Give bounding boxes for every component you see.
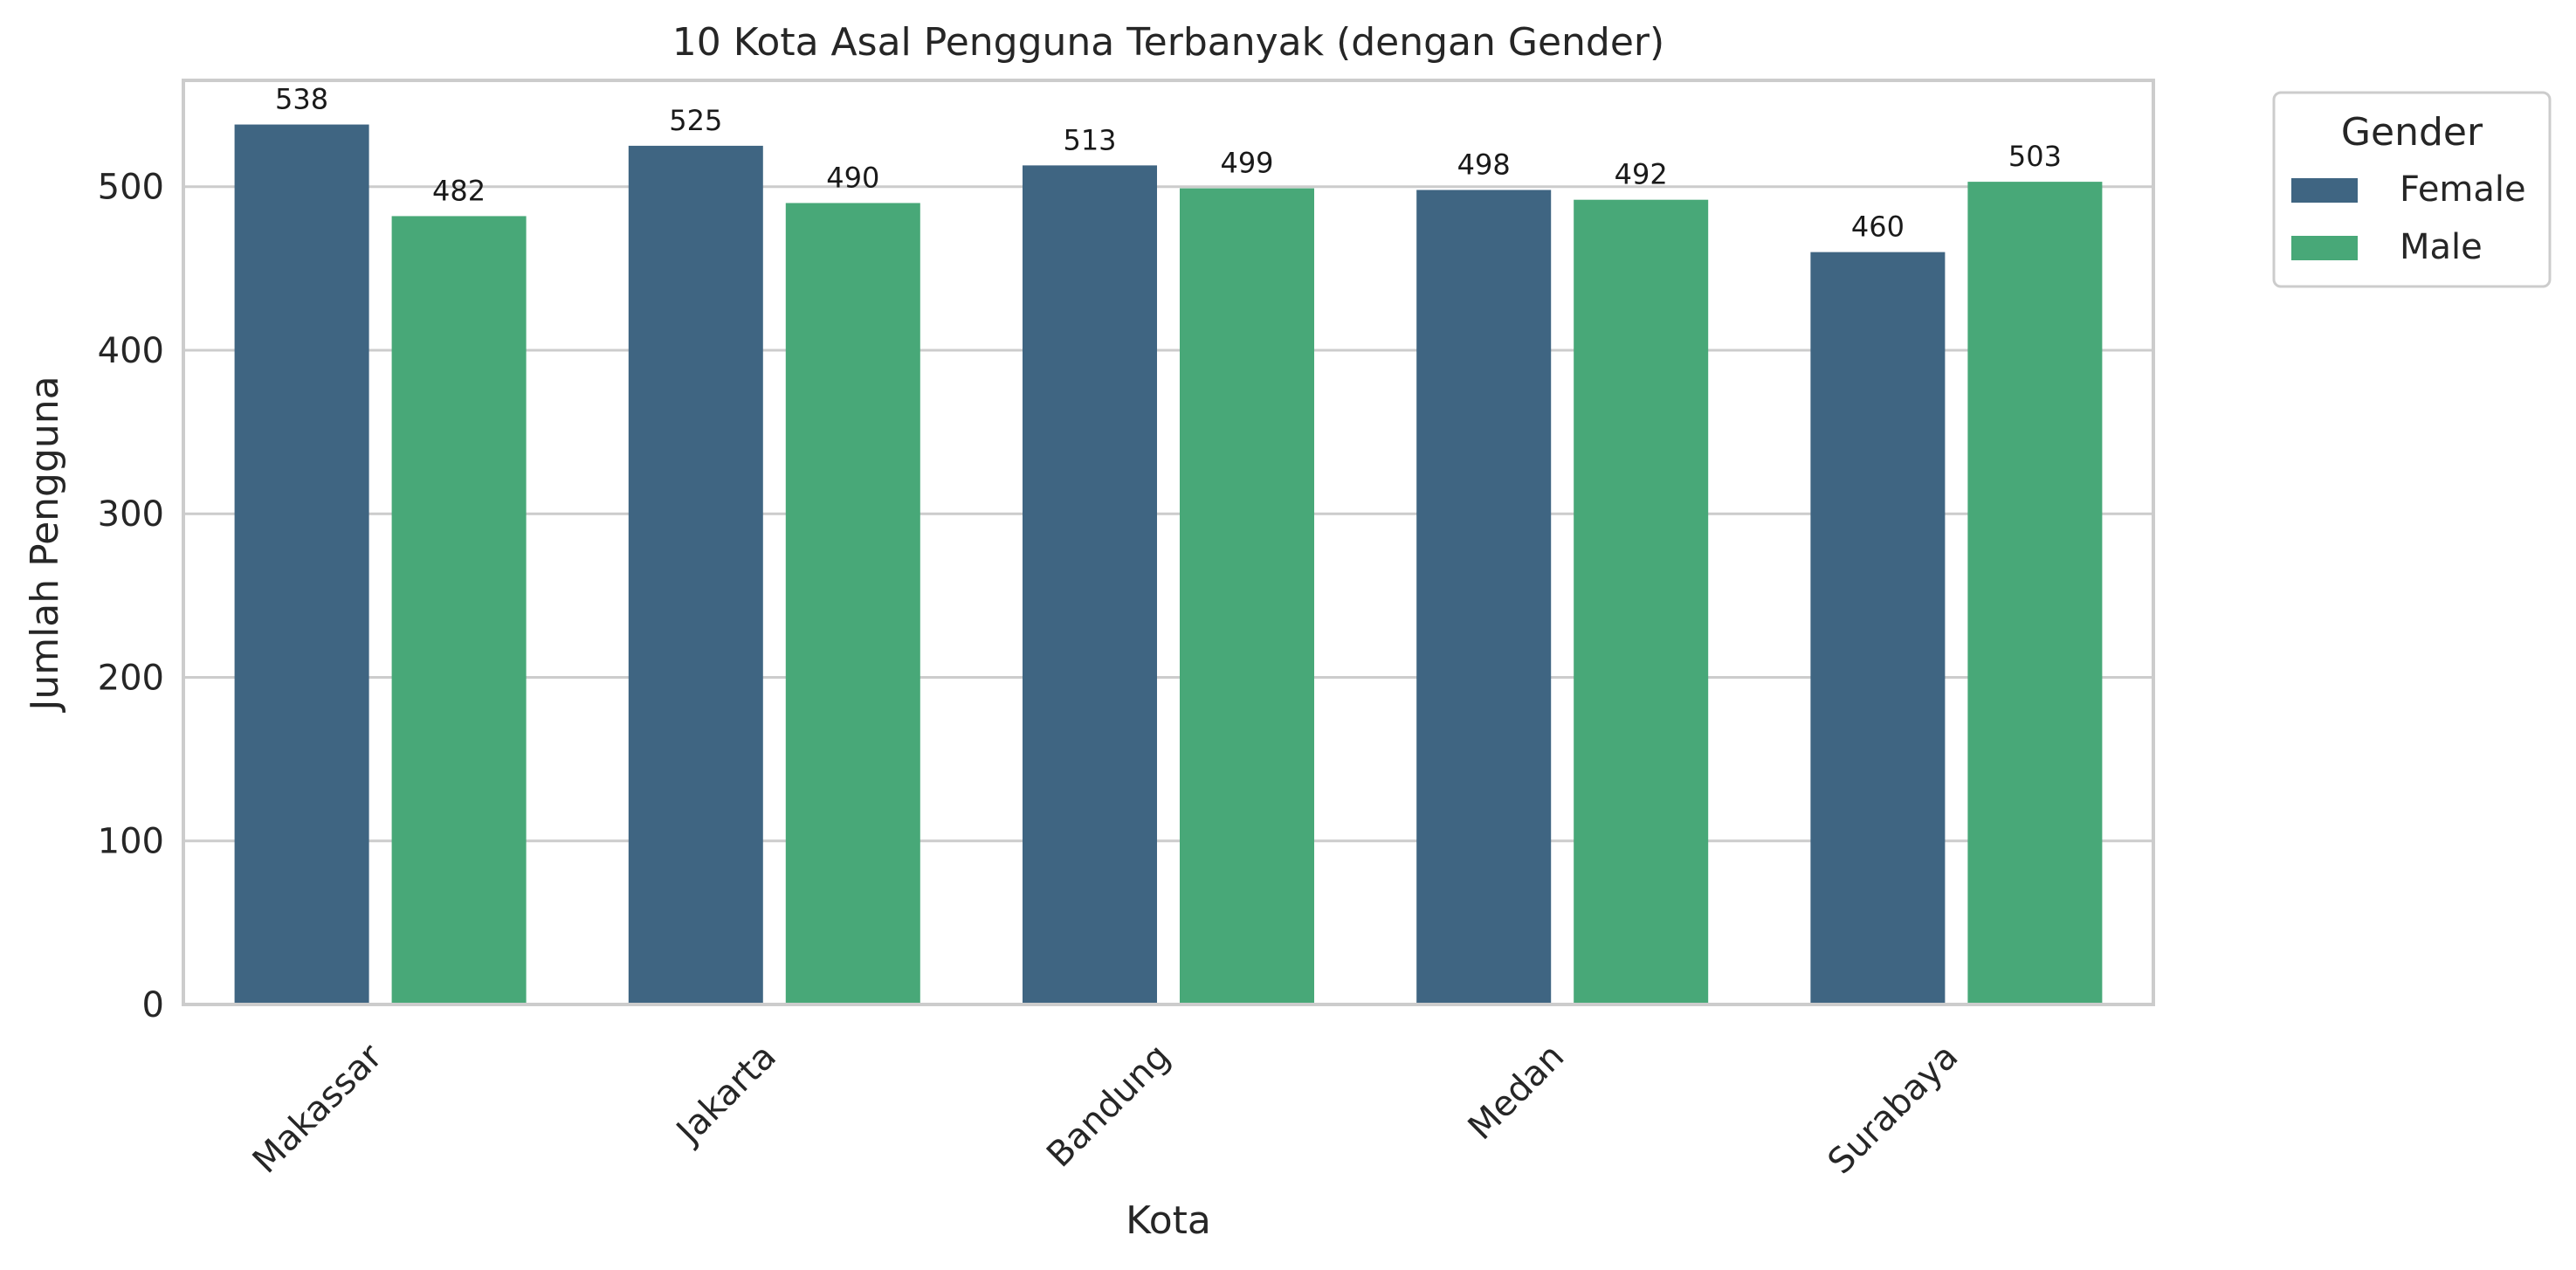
bar-value-label: 538	[275, 83, 328, 116]
y-axis-label: Jumlah Pengguna	[23, 376, 67, 713]
plot-frame	[182, 79, 2155, 1006]
y-tick-label: 100	[98, 822, 164, 862]
bar-female-medan	[1416, 190, 1552, 1005]
bar-male-bandung	[1180, 188, 1314, 1005]
legend: Gender Female Male	[2272, 91, 2552, 288]
bar-value-label: 498	[1457, 148, 1511, 181]
legend-swatch-female	[2291, 178, 2358, 203]
bar-value-label: 503	[2008, 140, 2062, 173]
bar-value-labels: 538 482 525 490 513 499 498 492 460 503	[275, 83, 2062, 244]
bar-female-jakarta	[628, 145, 763, 1004]
bar-value-label: 525	[669, 104, 722, 137]
bar-value-label: 499	[1220, 147, 1273, 180]
y-tick-label: 0	[142, 985, 164, 1025]
bar-value-label: 513	[1063, 123, 1116, 156]
bar-value-label: 490	[826, 161, 879, 194]
bar-male-makassar	[391, 216, 527, 1005]
bar-value-label: 482	[432, 174, 486, 207]
bar-female-makassar	[234, 124, 369, 1004]
y-tick-label: 200	[98, 658, 164, 698]
y-tick-label: 400	[98, 331, 164, 371]
legend-swatch-male	[2291, 236, 2358, 260]
bar-value-label: 460	[1851, 211, 1904, 244]
x-axis-label: Kota	[1126, 1198, 1211, 1243]
bar-female-bandung	[1023, 165, 1157, 1004]
bar-male-jakarta	[785, 203, 920, 1004]
bar-female-surabaya	[1810, 252, 1946, 1004]
legend-label-male: Male	[2400, 227, 2483, 267]
legend-label-female: Female	[2400, 169, 2526, 210]
legend-title: Gender	[2341, 110, 2483, 155]
y-tick-label: 300	[98, 494, 164, 535]
bar-value-label: 492	[1615, 158, 1668, 191]
bar-male-surabaya	[1967, 182, 2103, 1004]
y-axis-ticks: 0 100 200 300 400 500	[98, 168, 164, 1025]
bars	[234, 124, 2103, 1005]
bar-male-medan	[1574, 199, 1709, 1005]
chart-title: 10 Kota Asal Pengguna Terbanyak (dengan …	[672, 20, 1664, 65]
y-tick-label: 500	[98, 168, 164, 208]
